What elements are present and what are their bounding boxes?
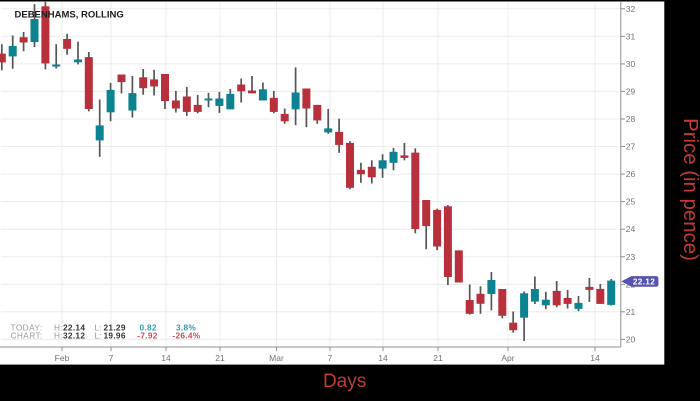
svg-text:31: 31 <box>626 31 636 41</box>
svg-text:H:: H: <box>54 331 62 341</box>
svg-text:7: 7 <box>109 353 114 363</box>
svg-text:27: 27 <box>626 142 636 152</box>
svg-text:14: 14 <box>590 353 600 363</box>
svg-text:-26.4%: -26.4% <box>172 331 200 341</box>
svg-text:14: 14 <box>161 353 171 363</box>
svg-text:14: 14 <box>378 353 388 363</box>
svg-text:7: 7 <box>328 353 333 363</box>
svg-text:Price (in pence): Price (in pence) <box>679 118 700 261</box>
svg-text:28: 28 <box>626 114 636 124</box>
svg-text:32.12: 32.12 <box>63 331 85 341</box>
svg-text:L:: L: <box>95 331 102 341</box>
svg-text:Apr: Apr <box>501 353 514 363</box>
svg-text:25: 25 <box>626 197 636 207</box>
svg-text:CHART:: CHART: <box>11 331 43 341</box>
svg-text:TODAY:: TODAY: <box>11 323 43 333</box>
svg-text:H:: H: <box>54 323 62 333</box>
svg-text:30: 30 <box>626 59 636 69</box>
svg-text:Days: Days <box>323 371 366 392</box>
svg-text:19.96: 19.96 <box>104 331 126 341</box>
svg-text:32: 32 <box>626 4 636 14</box>
svg-text:21: 21 <box>626 307 636 317</box>
svg-text:23: 23 <box>626 252 636 262</box>
svg-text:20: 20 <box>626 334 636 344</box>
svg-text:24: 24 <box>626 224 636 234</box>
svg-text:3.8%: 3.8% <box>176 323 196 333</box>
svg-text:0.82: 0.82 <box>140 323 157 333</box>
svg-text:21.29: 21.29 <box>104 323 126 333</box>
svg-text:-7.92: -7.92 <box>137 331 157 341</box>
svg-text:22.12: 22.12 <box>633 277 655 287</box>
svg-text:29: 29 <box>626 86 636 96</box>
svg-text:Mar: Mar <box>269 353 284 363</box>
svg-text:L:: L: <box>95 323 102 333</box>
svg-text:Feb: Feb <box>55 353 70 363</box>
svg-text:22.14: 22.14 <box>63 323 85 333</box>
svg-text:DEBENHAMS, ROLLING: DEBENHAMS, ROLLING <box>15 9 124 20</box>
svg-text:21: 21 <box>433 353 443 363</box>
svg-text:26: 26 <box>626 169 636 179</box>
svg-text:21: 21 <box>215 353 225 363</box>
